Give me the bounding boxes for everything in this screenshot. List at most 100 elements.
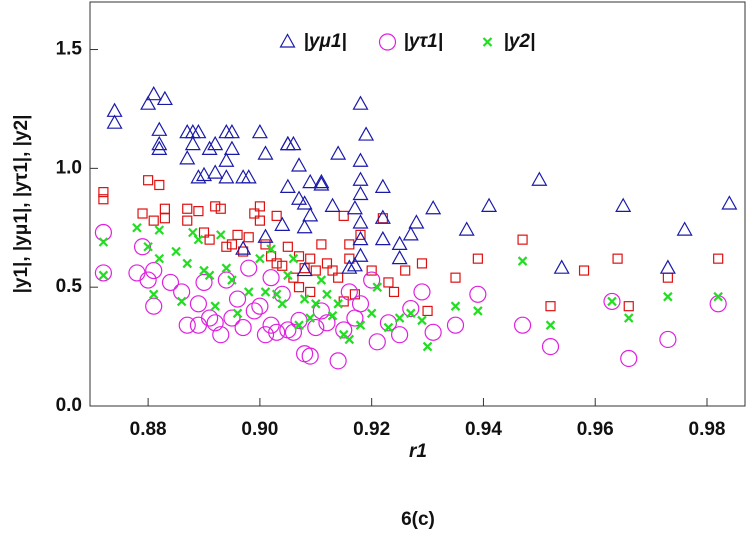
marker-x bbox=[176, 296, 187, 307]
marker-circle bbox=[178, 316, 196, 334]
marker-circle bbox=[240, 259, 258, 277]
marker-square bbox=[204, 234, 215, 245]
marker-circle bbox=[223, 309, 241, 327]
marker-circle bbox=[145, 297, 163, 315]
marker-circle bbox=[217, 271, 235, 289]
marker-circle bbox=[340, 283, 358, 301]
marker-x bbox=[607, 296, 617, 307]
marker-square bbox=[143, 175, 154, 186]
marker-x bbox=[333, 299, 343, 309]
marker-square bbox=[182, 215, 193, 226]
x-tick-label: 0.96 bbox=[577, 419, 614, 440]
marker-x bbox=[288, 253, 299, 264]
marker-circle bbox=[128, 264, 146, 282]
marker-square bbox=[327, 265, 338, 276]
marker-x bbox=[98, 270, 109, 281]
legend-label: |y2| bbox=[504, 31, 536, 52]
marker-triangle bbox=[481, 197, 498, 212]
marker-circle bbox=[603, 292, 621, 311]
marker-triangle bbox=[151, 121, 168, 136]
marker-x bbox=[372, 282, 383, 292]
marker-triangle bbox=[352, 171, 369, 186]
y-tick-label: 0.5 bbox=[56, 276, 83, 297]
marker-circle bbox=[133, 238, 152, 256]
marker-x bbox=[394, 313, 405, 323]
marker-square bbox=[271, 210, 282, 221]
marker-triangle bbox=[374, 209, 391, 224]
marker-circle bbox=[94, 264, 113, 282]
marker-triangle bbox=[330, 145, 347, 160]
marker-triangle bbox=[223, 140, 240, 155]
marker-x bbox=[277, 299, 288, 309]
marker-square bbox=[450, 272, 461, 283]
marker-circle bbox=[312, 302, 330, 320]
marker-x bbox=[305, 313, 315, 323]
marker-square bbox=[472, 253, 483, 264]
marker-triangle bbox=[391, 235, 408, 250]
marker-triangle bbox=[346, 200, 363, 215]
x-tick-label: 0.88 bbox=[130, 419, 167, 440]
marker-square bbox=[321, 258, 333, 269]
marker-triangle bbox=[352, 185, 369, 201]
legend-marker bbox=[482, 37, 493, 47]
y-tick-label: 1.0 bbox=[56, 157, 82, 178]
marker-x bbox=[355, 320, 366, 330]
marker-square bbox=[377, 213, 388, 224]
marker-circle bbox=[161, 273, 180, 292]
marker-circle bbox=[659, 330, 677, 349]
marker-circle bbox=[206, 314, 224, 332]
marker-x bbox=[344, 334, 355, 345]
caption: 6(c) bbox=[401, 509, 435, 530]
marker-x bbox=[517, 256, 528, 266]
marker-circle bbox=[145, 261, 163, 280]
x-tick-label: 0.94 bbox=[465, 419, 502, 440]
marker-x bbox=[143, 241, 153, 252]
marker-x bbox=[450, 301, 461, 311]
marker-triangle bbox=[106, 114, 123, 129]
marker-square bbox=[355, 229, 366, 240]
marker-x bbox=[227, 275, 237, 285]
marker-triangle bbox=[257, 228, 274, 243]
marker-x bbox=[406, 308, 416, 319]
marker-square bbox=[260, 239, 271, 250]
marker-circle bbox=[329, 352, 347, 370]
marker-circle bbox=[262, 269, 280, 287]
marker-circle bbox=[189, 295, 208, 313]
marker-square bbox=[366, 265, 377, 276]
x-tick-label: 0.90 bbox=[241, 419, 278, 440]
marker-circle bbox=[301, 347, 319, 365]
marker-x bbox=[171, 246, 181, 257]
marker-x bbox=[366, 308, 377, 319]
marker-x bbox=[260, 287, 271, 297]
y-tick-label: 1.5 bbox=[56, 39, 83, 60]
marker-square bbox=[422, 305, 433, 317]
marker-x bbox=[210, 301, 220, 311]
marker-circle bbox=[446, 316, 465, 334]
marker-x bbox=[311, 299, 321, 309]
marker-circle bbox=[284, 323, 303, 341]
marker-square bbox=[243, 232, 254, 243]
marker-x bbox=[545, 320, 556, 330]
marker-triangle bbox=[201, 140, 218, 155]
y-tick-label: 0.0 bbox=[56, 395, 82, 416]
marker-circle bbox=[379, 314, 398, 332]
marker-triangle bbox=[207, 164, 224, 179]
marker-triangle bbox=[240, 169, 257, 184]
marker-triangle bbox=[313, 176, 330, 191]
marker-triangle bbox=[302, 173, 319, 189]
marker-square bbox=[154, 179, 165, 191]
marker-x bbox=[383, 322, 394, 333]
marker-triangle bbox=[296, 195, 313, 210]
marker-x bbox=[473, 306, 483, 316]
marker-triangle bbox=[352, 152, 369, 167]
marker-triangle bbox=[223, 123, 240, 139]
marker-square bbox=[333, 272, 344, 283]
marker-triangle bbox=[346, 257, 363, 272]
legend-label: |yμ1| bbox=[304, 31, 347, 52]
marker-square bbox=[265, 251, 277, 262]
marker-x bbox=[255, 253, 265, 264]
marker-circle bbox=[424, 323, 442, 341]
marker-triangle bbox=[374, 230, 391, 246]
marker-triangle bbox=[352, 95, 369, 110]
marker-triangle bbox=[659, 259, 676, 274]
